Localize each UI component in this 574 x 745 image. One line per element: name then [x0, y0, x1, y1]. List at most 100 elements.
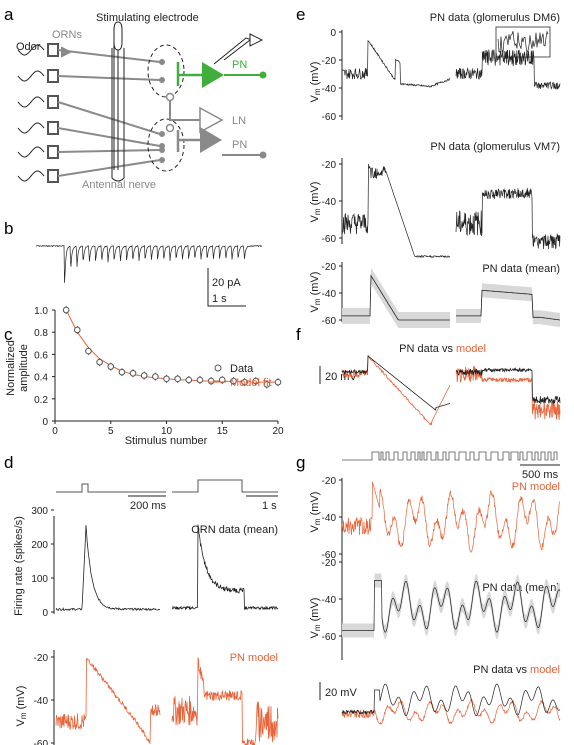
c-data-point [207, 377, 215, 385]
c-data-point [230, 377, 237, 385]
g-ylabel-2: Vm (mV) [309, 598, 322, 639]
c-ytick: 1.0 [34, 306, 48, 317]
svg-text:100: 100 [31, 574, 48, 585]
c-xtick: 0 [52, 426, 58, 437]
e-title-dm6: PN data (glomerulus DM6) [430, 12, 560, 24]
svg-text:200: 200 [31, 540, 48, 551]
d-ylabel: Firing rate (spikes/s) [13, 516, 25, 616]
orns-label: ORNs [52, 29, 82, 41]
svg-text:300: 300 [31, 506, 48, 517]
svg-text:-60: -60 [322, 632, 337, 643]
panel-d: 200 ms 1 s 0 100 200 300 Firing rate (spike… [13, 479, 279, 745]
svg-text:-60: -60 [322, 112, 337, 123]
pn-model-short [55, 657, 161, 744]
d-stim-long [172, 479, 278, 493]
c-data-point [118, 368, 126, 376]
legend-data-marker [214, 364, 222, 372]
g-model-title: PN model [512, 481, 560, 493]
svg-text:-40: -40 [322, 595, 337, 606]
panel-letter-e: e [296, 5, 305, 24]
c-data-point [263, 381, 271, 388]
ln-neurite [169, 97, 200, 121]
ln-label: LN [232, 115, 246, 127]
epsc-trace: 20 pA 1 s [35, 244, 263, 307]
panel-letter-g: g [296, 453, 305, 472]
g-ylabel-1: Vm (mV) [309, 492, 322, 533]
c-data-point [174, 375, 181, 383]
svg-text:-20: -20 [322, 56, 337, 67]
c-data-point [163, 375, 170, 383]
scalebar-b-x: 1 s [212, 293, 227, 305]
c-ytick: 0.2 [34, 395, 48, 406]
c-data-point [140, 372, 148, 379]
svg-text:-40: -40 [322, 197, 337, 208]
c-ylabel-1: Normalized [5, 340, 17, 396]
c-data-point [85, 347, 92, 355]
c-ytick: 0 [42, 417, 48, 428]
c-xtick: 10 [161, 426, 173, 437]
svg-text:-20: -20 [322, 476, 337, 487]
svg-text:-40: -40 [322, 513, 337, 524]
svg-text:-60: -60 [34, 739, 49, 745]
e-title-vm7: PN data (glomerulus VM7) [430, 141, 560, 153]
antennal-nerve-label: Antennal nerve [82, 179, 156, 191]
c-data-point [62, 306, 70, 314]
electrode-label: Stimulating electrode [96, 12, 199, 24]
pn-model-long [171, 656, 279, 745]
c-ylabel-2: amplitude [18, 344, 30, 392]
g-vs-title: PN data vs model [473, 664, 560, 676]
svg-text:0: 0 [330, 28, 336, 39]
electrode [113, 21, 123, 170]
c-ytick: 0.6 [34, 350, 48, 361]
scalebar-b-y: 20 pA [212, 277, 241, 289]
svg-text:0: 0 [42, 608, 48, 619]
c-data-point [218, 376, 226, 384]
svg-text:-20: -20 [322, 262, 337, 273]
f-title: PN data vs model [399, 343, 486, 355]
c-xtick: 5 [108, 426, 114, 437]
c-data-point [74, 326, 81, 334]
panel-letter-c: c [4, 325, 13, 344]
c-xlabel: Stimulus number [125, 435, 208, 447]
antennal-nerve-outline [111, 48, 125, 182]
c-data-point [196, 376, 204, 384]
d-scale-short: 200 ms [130, 500, 167, 512]
svg-text:-20: -20 [34, 653, 49, 664]
ln-soma [199, 106, 224, 134]
e-ylabel-1: Vm (mV) [309, 62, 322, 103]
panel-g: 500 ms PN model -20 -40 -60 Vm (mV) PN dat… [309, 451, 561, 725]
legend-model-label: Model fit [230, 377, 272, 389]
e-ylabel-3: Vm (mV) [309, 272, 322, 313]
panel-f: PN data vs model 20 mV [319, 343, 561, 427]
g-scale: 500 ms [522, 469, 559, 481]
g-data-title: PN data (mean) [482, 582, 560, 594]
c-data-point [152, 373, 159, 380]
d-title: ORN data (mean) [191, 524, 278, 536]
svg-text:-40: -40 [322, 289, 337, 300]
c-data-point [129, 369, 137, 377]
e-title-mean: PN data (mean) [482, 263, 560, 275]
c-data-point [96, 358, 103, 366]
g-stim-train [342, 451, 558, 461]
c-ytick: 0.8 [34, 328, 48, 339]
scalebar-b [207, 268, 246, 307]
c-xtick: 15 [217, 426, 229, 437]
svg-text:-40: -40 [322, 84, 337, 95]
panel-letter-b: b [4, 219, 13, 238]
c-data-point [252, 377, 259, 385]
chart-normalized-amplitude: 0 0.2 0.4 0.6 0.8 1.0 0 5 10 15 20 Normalized amp… [5, 306, 284, 447]
orn-rate-long [171, 524, 279, 611]
panel-letter-f: f [296, 325, 301, 344]
svg-text:-20: -20 [322, 160, 337, 171]
odor-label: Odor [16, 41, 41, 53]
d-model-title: PN model [230, 652, 278, 664]
pn-grey-soma [200, 127, 222, 153]
svg-text:-60: -60 [322, 234, 337, 245]
panel-letter-d: d [4, 453, 13, 472]
glomerulus-upper [147, 44, 185, 98]
c-data-point [107, 363, 115, 370]
pn-green-soma [202, 62, 224, 88]
c-data-point [241, 378, 248, 386]
svg-text:-20: -20 [322, 558, 337, 569]
